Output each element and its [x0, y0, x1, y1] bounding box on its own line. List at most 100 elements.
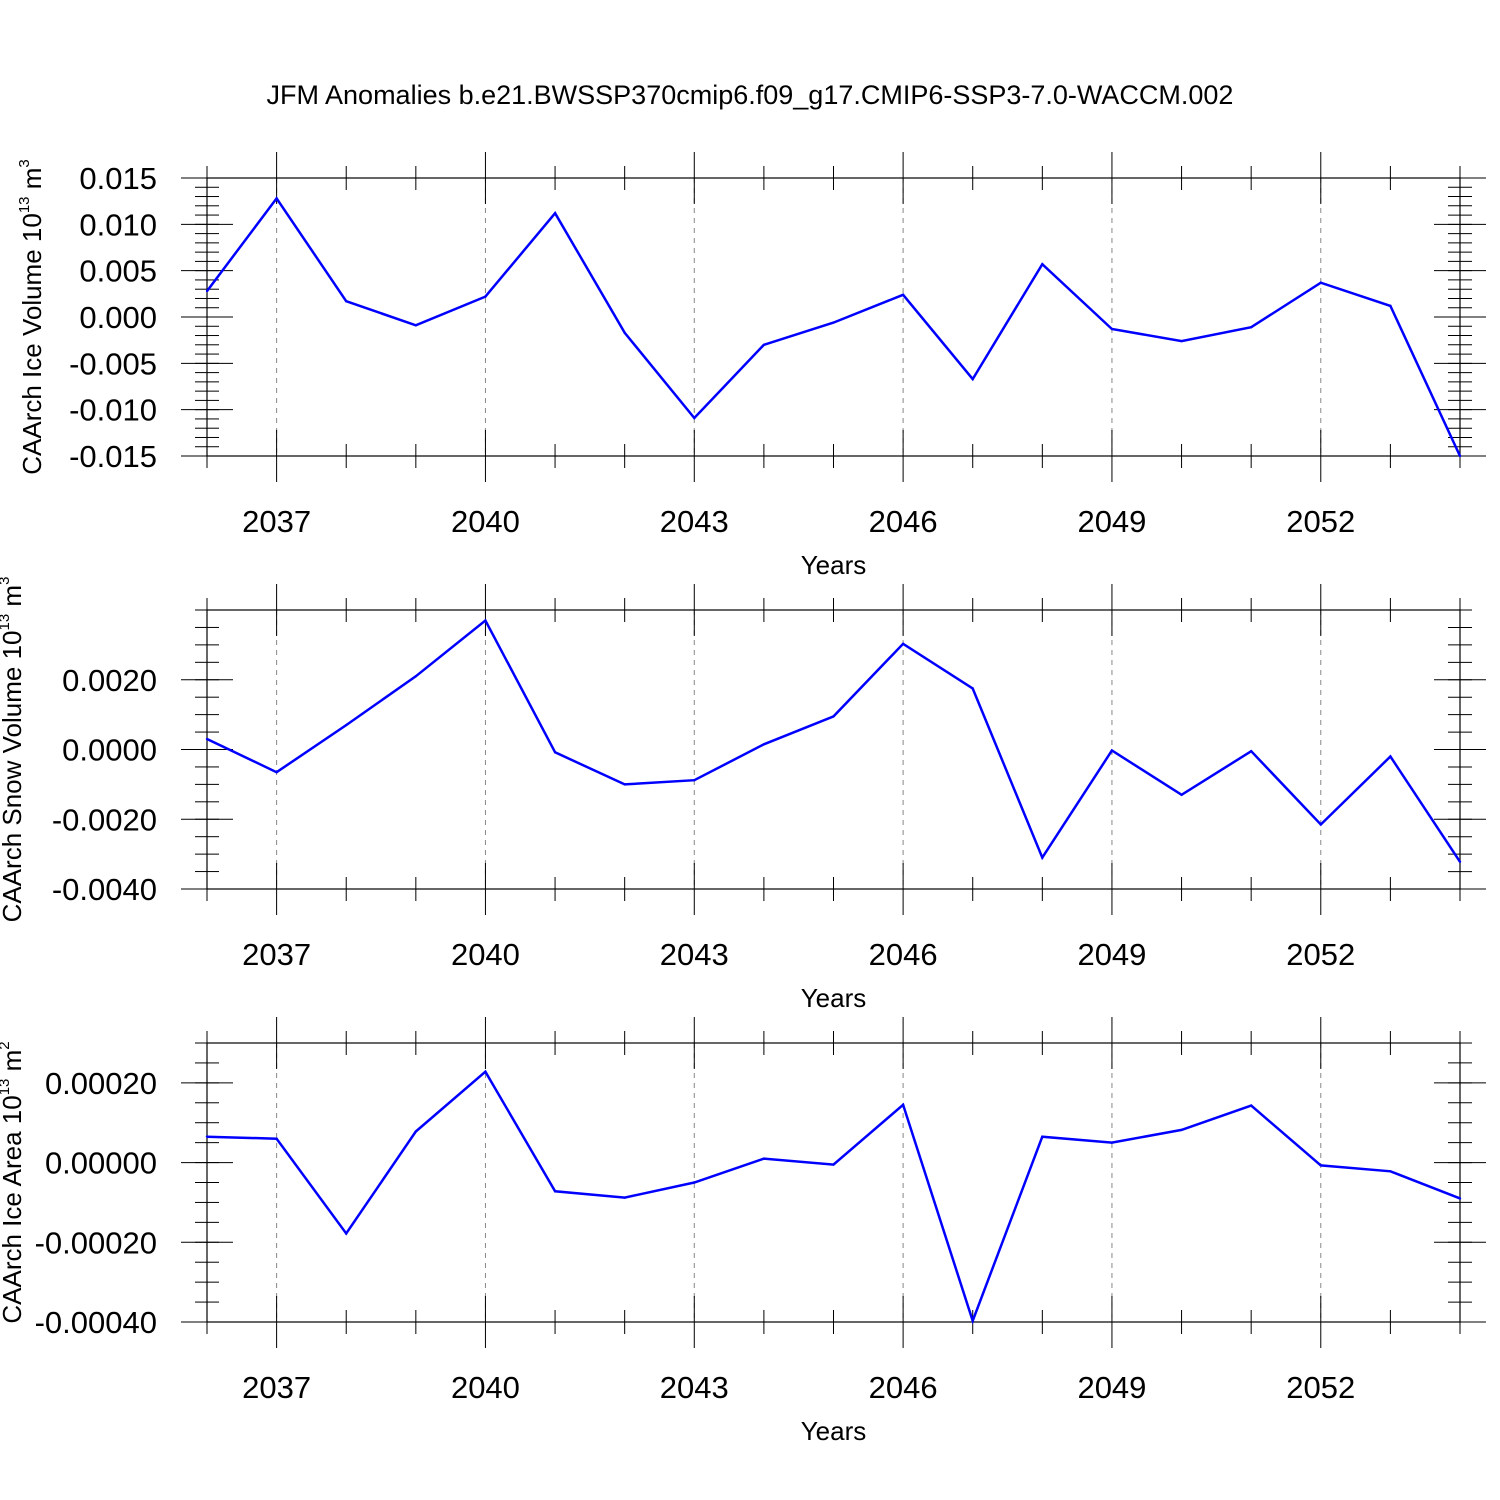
y-tick-label: 0.010 [79, 207, 157, 242]
y-tick-label: 0.00000 [45, 1146, 157, 1181]
plot-frame [206, 1042, 1461, 1323]
data-point [205, 289, 209, 293]
x-axis-title: Years [801, 1416, 867, 1446]
x-tick-label: 2037 [242, 937, 311, 972]
data-point [345, 1232, 348, 1235]
x-tick-label: 2040 [451, 504, 520, 539]
y-tick-label: 0.015 [79, 161, 157, 196]
y-axis-title: CAArch Ice Area 1013 m2 [0, 1041, 27, 1323]
series-line [206, 618, 1462, 863]
x-tick-label: 2049 [1077, 1370, 1146, 1405]
data-point [1319, 1164, 1322, 1167]
data-point [832, 321, 835, 324]
x-axis-title: Years [801, 983, 867, 1013]
data-point [484, 619, 487, 622]
series-line [206, 1069, 1461, 1325]
data-point [1249, 750, 1253, 753]
chart-panel-2: -0.0040 -0.0020 0.0000 0.0020 2037 2040 2043 20… [0, 577, 1486, 1013]
data-point [1180, 793, 1183, 797]
data-point [345, 723, 348, 727]
data-point [693, 416, 696, 420]
y-tick-label: -0.00040 [35, 1305, 157, 1340]
y-tick-label: 0.0000 [62, 733, 157, 768]
data-point [1249, 325, 1253, 329]
data-point [1110, 1141, 1114, 1144]
data-point [275, 770, 278, 774]
x-tick-label: 2052 [1286, 1370, 1355, 1405]
x-tick-label: 2046 [869, 1370, 938, 1405]
x-tick-label: 2046 [869, 504, 938, 539]
x-tick-label: 2043 [660, 504, 729, 539]
y-tick-label: 0.00020 [45, 1066, 157, 1101]
data-point [762, 743, 766, 746]
plot-frame [206, 609, 1461, 890]
data-point [832, 715, 835, 718]
x-tick-label: 2049 [1077, 937, 1146, 972]
y-tick-label: -0.0040 [52, 872, 157, 907]
data-point [1249, 1104, 1253, 1107]
x-tick-label: 2052 [1286, 937, 1355, 972]
data-point [623, 1196, 626, 1199]
y-tick-label: -0.00020 [35, 1225, 157, 1260]
data-point [1180, 1128, 1183, 1132]
x-tick-label: 2037 [242, 1370, 311, 1405]
data-point [1041, 1135, 1044, 1138]
x-tick-label: 2040 [451, 1370, 520, 1405]
data-point [623, 783, 626, 786]
y-tick-label: 0.0020 [62, 663, 157, 698]
y-axis-title: CAArch Ice Volume 1013 m3 [16, 159, 47, 475]
y-tick-label: -0.005 [69, 346, 157, 381]
data-point [414, 675, 418, 678]
data-point [275, 197, 278, 200]
data-point [901, 1103, 905, 1106]
data-point [901, 293, 905, 296]
data-point [553, 212, 557, 215]
y-tick-label: 0.005 [79, 254, 157, 289]
data-point [971, 687, 974, 690]
chart-panel-1: -0.015 -0.010 -0.005 0.000 0.005 0.010 0.015 20… [16, 152, 1486, 580]
x-tick-label: 2040 [451, 937, 520, 972]
data-point [484, 295, 487, 298]
data-point [1389, 755, 1392, 758]
figure-title: JFM Anomalies b.e21.BWSSP370cmip6.f09_g1… [267, 80, 1234, 110]
x-tick-label: 2043 [660, 937, 729, 972]
data-point [1110, 749, 1114, 752]
data-point [1041, 856, 1044, 859]
data-point [205, 1135, 209, 1138]
chart-panel-3: -0.00040 -0.00020 0.00000 0.00020 2037 2040 20… [0, 1017, 1486, 1446]
data-point [484, 1070, 487, 1073]
data-point [414, 324, 418, 327]
data-point [623, 331, 626, 334]
data-point [553, 751, 557, 754]
y-axis-title: CAArch Snow Volume 1013 m3 [0, 577, 27, 923]
x-tick-label: 2052 [1286, 504, 1355, 539]
data-point [1458, 454, 1462, 458]
data-point [205, 737, 209, 741]
data-point [1319, 823, 1322, 826]
x-tick-label: 2037 [242, 504, 311, 539]
data-point [1458, 1197, 1462, 1200]
data-point [1180, 339, 1183, 343]
data-point [1319, 281, 1322, 284]
data-point [1389, 1170, 1392, 1173]
x-axis-title: Years [801, 550, 867, 580]
y-tick-label: -0.015 [69, 439, 157, 474]
data-point [901, 642, 905, 646]
x-tick-label: 2049 [1077, 504, 1146, 539]
chart-panels: -0.015 -0.010 -0.005 0.000 0.005 0.010 0.015 20… [0, 152, 1486, 1446]
x-tick-label: 2046 [869, 937, 938, 972]
data-point [971, 1319, 974, 1323]
data-point [693, 1181, 696, 1184]
series-line [206, 196, 1462, 457]
data-point [1389, 304, 1392, 308]
x-tick-label: 2043 [660, 1370, 729, 1405]
data-point [1110, 327, 1114, 331]
y-tick-label: -0.0020 [52, 802, 157, 837]
data-point [1041, 262, 1044, 266]
data-point [762, 343, 766, 346]
data-point [553, 1190, 557, 1193]
y-tick-label: -0.010 [69, 393, 157, 428]
data-point [345, 300, 348, 303]
y-tick-label: 0.000 [79, 300, 157, 335]
